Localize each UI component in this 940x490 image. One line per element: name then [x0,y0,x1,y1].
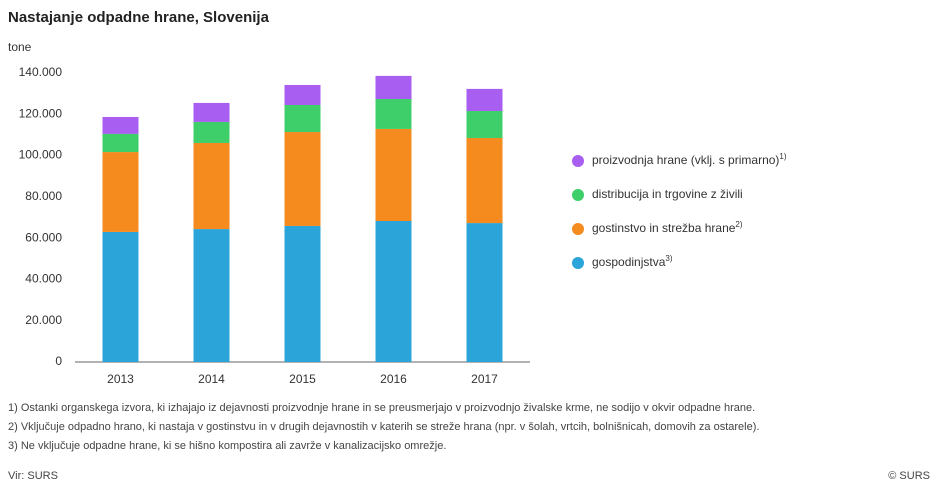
legend-marker [572,257,584,269]
legend-name: gospodinjstva [592,255,666,269]
bar-segment [102,133,139,153]
source: Vir: SURS [8,470,58,482]
bar-segment [466,223,503,362]
chart-title: Nastajanje odpadne hrane, Slovenija [8,9,270,26]
bar-segment [193,121,230,143]
x-tick-label: 2014 [198,372,225,386]
legend-note: 3) [665,254,672,263]
legend-note: 1) [779,152,786,161]
legend-label: gostinstvo in strežba hrane2) [592,220,743,235]
bar-segment [466,88,503,111]
y-tick-label: 120.000 [19,106,63,120]
bar-segment [284,132,321,226]
bar-segment [375,75,412,100]
bar-segment [284,84,321,105]
bar-segment [193,142,230,230]
bar-segment [466,138,503,224]
bar-segment [193,102,230,122]
footnote: 3) Ne vključuje odpadne hrane, ki se hiš… [8,440,446,452]
y-axis-label: tone [8,40,32,54]
bar-segment [102,152,139,232]
y-tick-label: 40.000 [25,272,62,286]
bar-segment [102,231,139,362]
legend-marker [572,155,584,167]
footnote: 1) Ostanki organskega izvora, ki izhajaj… [8,402,755,414]
x-tick-label: 2017 [471,372,498,386]
bar-segment [284,104,321,133]
bar-segment [193,229,230,362]
x-tick-label: 2015 [289,372,316,386]
legend-label: proizvodnja hrane (vklj. s primarno)1) [592,152,787,167]
y-tick-label: 80.000 [25,189,62,203]
bar-segment [375,99,412,129]
y-tick-label: 140.000 [19,65,63,79]
legend-name: distribucija in trgovine z živili [592,187,743,201]
bar-segment [466,110,503,139]
legend-marker [572,189,584,201]
y-tick-label: 0 [55,354,62,368]
footnote: 2) Vključuje odpadno hrano, ki nastaja v… [8,421,759,433]
legend-name: proizvodnja hrane (vklj. s primarno) [592,153,779,167]
legend-marker [572,223,584,235]
bar-segment [102,116,139,134]
legend-label: gospodinjstva3) [592,254,673,269]
bar-segment [375,221,412,362]
x-tick-label: 2016 [380,372,407,386]
bar-segment [284,225,321,362]
copyright: © SURS [888,470,930,482]
legend-name: gostinstvo in strežba hrane [592,221,736,235]
y-tick-label: 60.000 [25,230,62,244]
legend-label: distribucija in trgovine z živili [592,187,743,201]
bar-segment [375,128,412,222]
y-tick-label: 100.000 [19,148,63,162]
legend-note: 2) [735,220,742,229]
y-tick-label: 20.000 [25,313,62,327]
x-tick-label: 2013 [107,372,134,386]
